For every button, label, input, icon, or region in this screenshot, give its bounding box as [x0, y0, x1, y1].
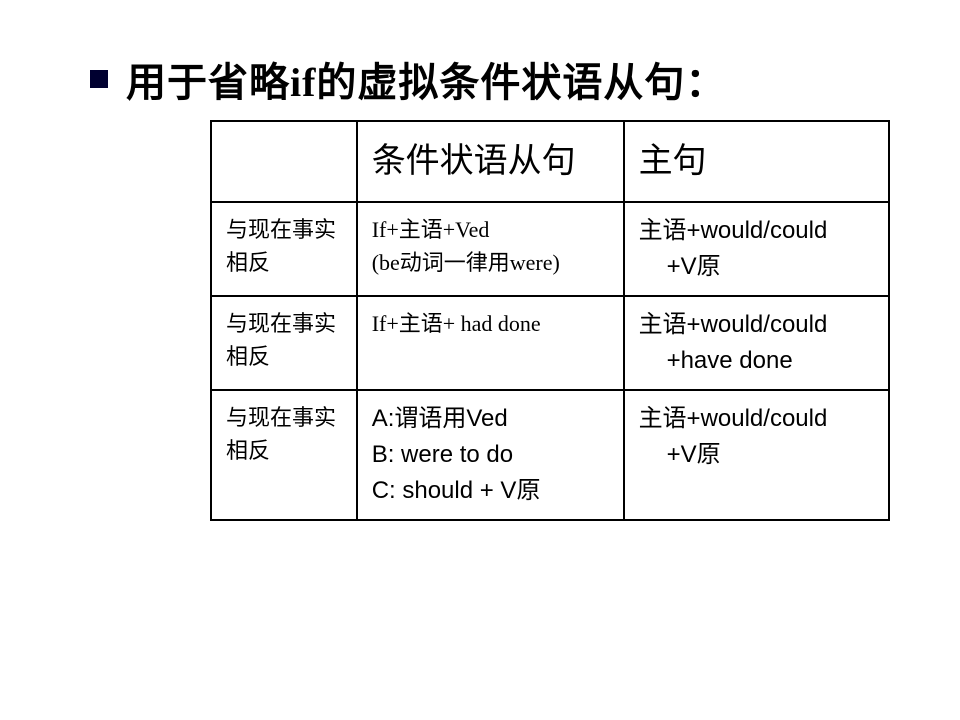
header-col2: 条件状语从句 — [357, 121, 624, 202]
row1-col3-line1: 主语+would/could — [639, 213, 874, 249]
bullet-icon — [90, 70, 108, 88]
row2-col1: 与现在事实相反 — [211, 296, 357, 390]
row3-col1: 与现在事实相反 — [211, 390, 357, 520]
row1-col3: 主语+would/could +V原 — [624, 202, 889, 296]
slide-container: 用于省略if的虚拟条件状语从句： 条件状语从句 主句 与现在事实相反 If+主语… — [0, 0, 960, 521]
row2-col3-line2: +have done — [639, 343, 874, 379]
row3-col2-line3: C: should + V原 — [372, 473, 609, 509]
header-col1 — [211, 121, 357, 202]
page-title: 用于省略if的虚拟条件状语从句： — [126, 50, 726, 108]
header-col3: 主句 — [624, 121, 889, 202]
row3-col2: A:谓语用Ved B: were to do C: should + V原 — [357, 390, 624, 520]
table-header-row: 条件状语从句 主句 — [211, 121, 889, 202]
row1-col3-line2: +V原 — [639, 249, 874, 285]
grammar-table: 条件状语从句 主句 与现在事实相反 If+主语+Ved (be动词一律用were… — [210, 120, 890, 521]
row3-col2-line1: A:谓语用Ved — [372, 401, 609, 437]
row2-col3-line1: 主语+would/could — [639, 307, 874, 343]
table-row: 与现在事实相反 A:谓语用Ved B: were to do C: should… — [211, 390, 889, 520]
row1-col2-line1: If+主语+Ved — [372, 213, 609, 246]
row3-col2-line2: B: were to do — [372, 437, 609, 473]
row2-col3: 主语+would/could +have done — [624, 296, 889, 390]
table-row: 与现在事实相反 If+主语+ had done 主语+would/could +… — [211, 296, 889, 390]
title-row: 用于省略if的虚拟条件状语从句： — [90, 50, 890, 108]
table-row: 与现在事实相反 If+主语+Ved (be动词一律用were) 主语+would… — [211, 202, 889, 296]
row1-col1: 与现在事实相反 — [211, 202, 357, 296]
row2-col2-line1: If+主语+ had done — [372, 307, 609, 340]
row3-col3-line2: +V原 — [639, 437, 874, 473]
row1-col2: If+主语+Ved (be动词一律用were) — [357, 202, 624, 296]
row3-col3: 主语+would/could +V原 — [624, 390, 889, 520]
row2-col2: If+主语+ had done — [357, 296, 624, 390]
row3-col3-line1: 主语+would/could — [639, 401, 874, 437]
row1-col2-line2: (be动词一律用were) — [372, 246, 609, 279]
